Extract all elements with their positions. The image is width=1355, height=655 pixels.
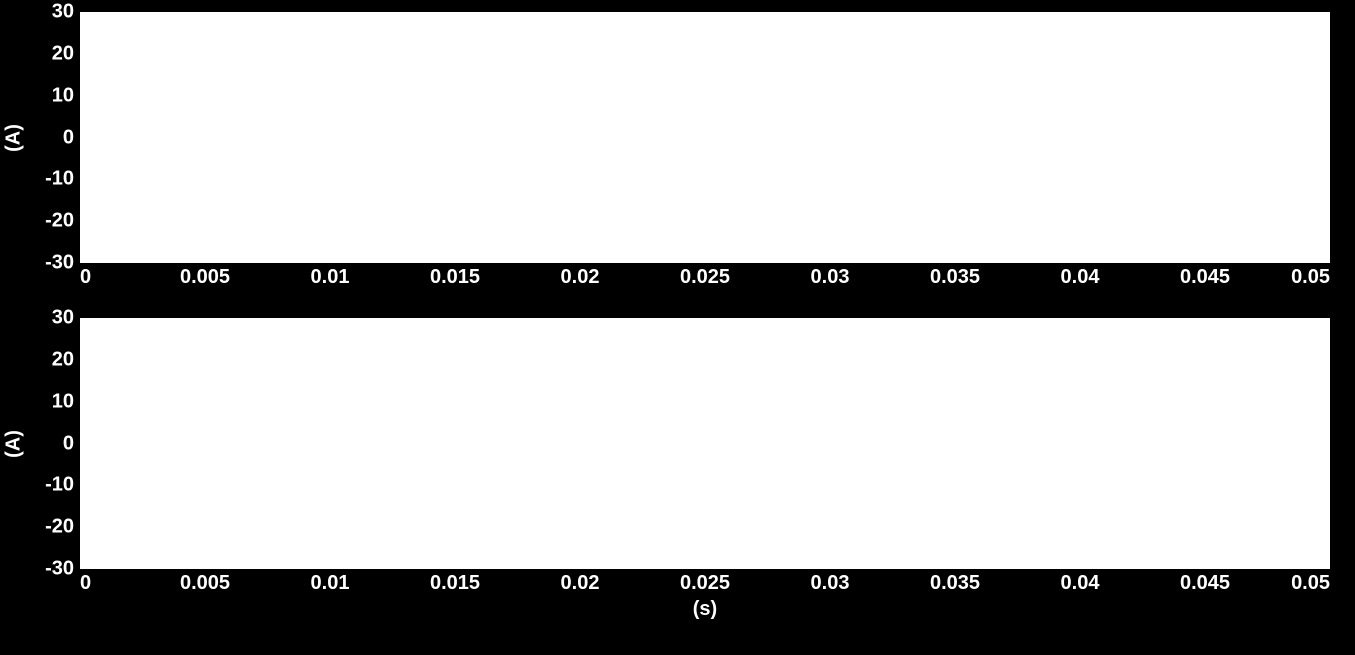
- xtick-label: 0.05: [1291, 572, 1330, 595]
- xtick-label: 0.04: [1061, 266, 1100, 289]
- xtick-label: 0.025: [680, 572, 730, 595]
- xtick-label: 0.005: [180, 266, 230, 289]
- xtick-label: 0: [80, 266, 91, 289]
- ytick-label: -10: [14, 474, 74, 497]
- ytick-label: -30: [14, 558, 74, 581]
- plot-area-top: [80, 12, 1330, 263]
- yaxis-label-bottom: (A): [3, 430, 26, 458]
- xtick-label: 0.01: [311, 572, 350, 595]
- ytick-label: 30: [14, 307, 74, 330]
- xtick-label: 0.015: [430, 572, 480, 595]
- ytick-label: -30: [14, 252, 74, 275]
- yaxis-label-top: (A): [3, 124, 26, 152]
- ytick-label: -10: [14, 168, 74, 191]
- xtick-label: 0.02: [561, 266, 600, 289]
- xtick-label: 0.04: [1061, 572, 1100, 595]
- ytick-label: -20: [14, 516, 74, 539]
- xtick-label: 0.025: [680, 266, 730, 289]
- ytick-label: 20: [14, 348, 74, 371]
- figure: 30 20 10 0 -10 -20 -30 (A) 0 0.005 0.01 …: [0, 0, 1355, 655]
- xtick-label: 0.045: [1180, 572, 1230, 595]
- xtick-label: 0.03: [811, 572, 850, 595]
- ytick-label: 30: [14, 1, 74, 24]
- xtick-label: 0.05: [1291, 266, 1330, 289]
- xtick-label: 0.045: [1180, 266, 1230, 289]
- xtick-label: 0: [80, 572, 91, 595]
- xtick-label: 0.01: [311, 266, 350, 289]
- ytick-label: 10: [14, 390, 74, 413]
- xaxis-label-bottom: (s): [693, 598, 717, 621]
- ytick-label: -20: [14, 210, 74, 233]
- xtick-label: 0.015: [430, 266, 480, 289]
- xtick-label: 0.03: [811, 266, 850, 289]
- xtick-label: 0.005: [180, 572, 230, 595]
- ytick-label: 20: [14, 42, 74, 65]
- xtick-label: 0.035: [930, 266, 980, 289]
- xtick-label: 0.02: [561, 572, 600, 595]
- ytick-label: 10: [14, 84, 74, 107]
- xtick-label: 0.035: [930, 572, 980, 595]
- plot-area-bottom: [80, 318, 1330, 569]
